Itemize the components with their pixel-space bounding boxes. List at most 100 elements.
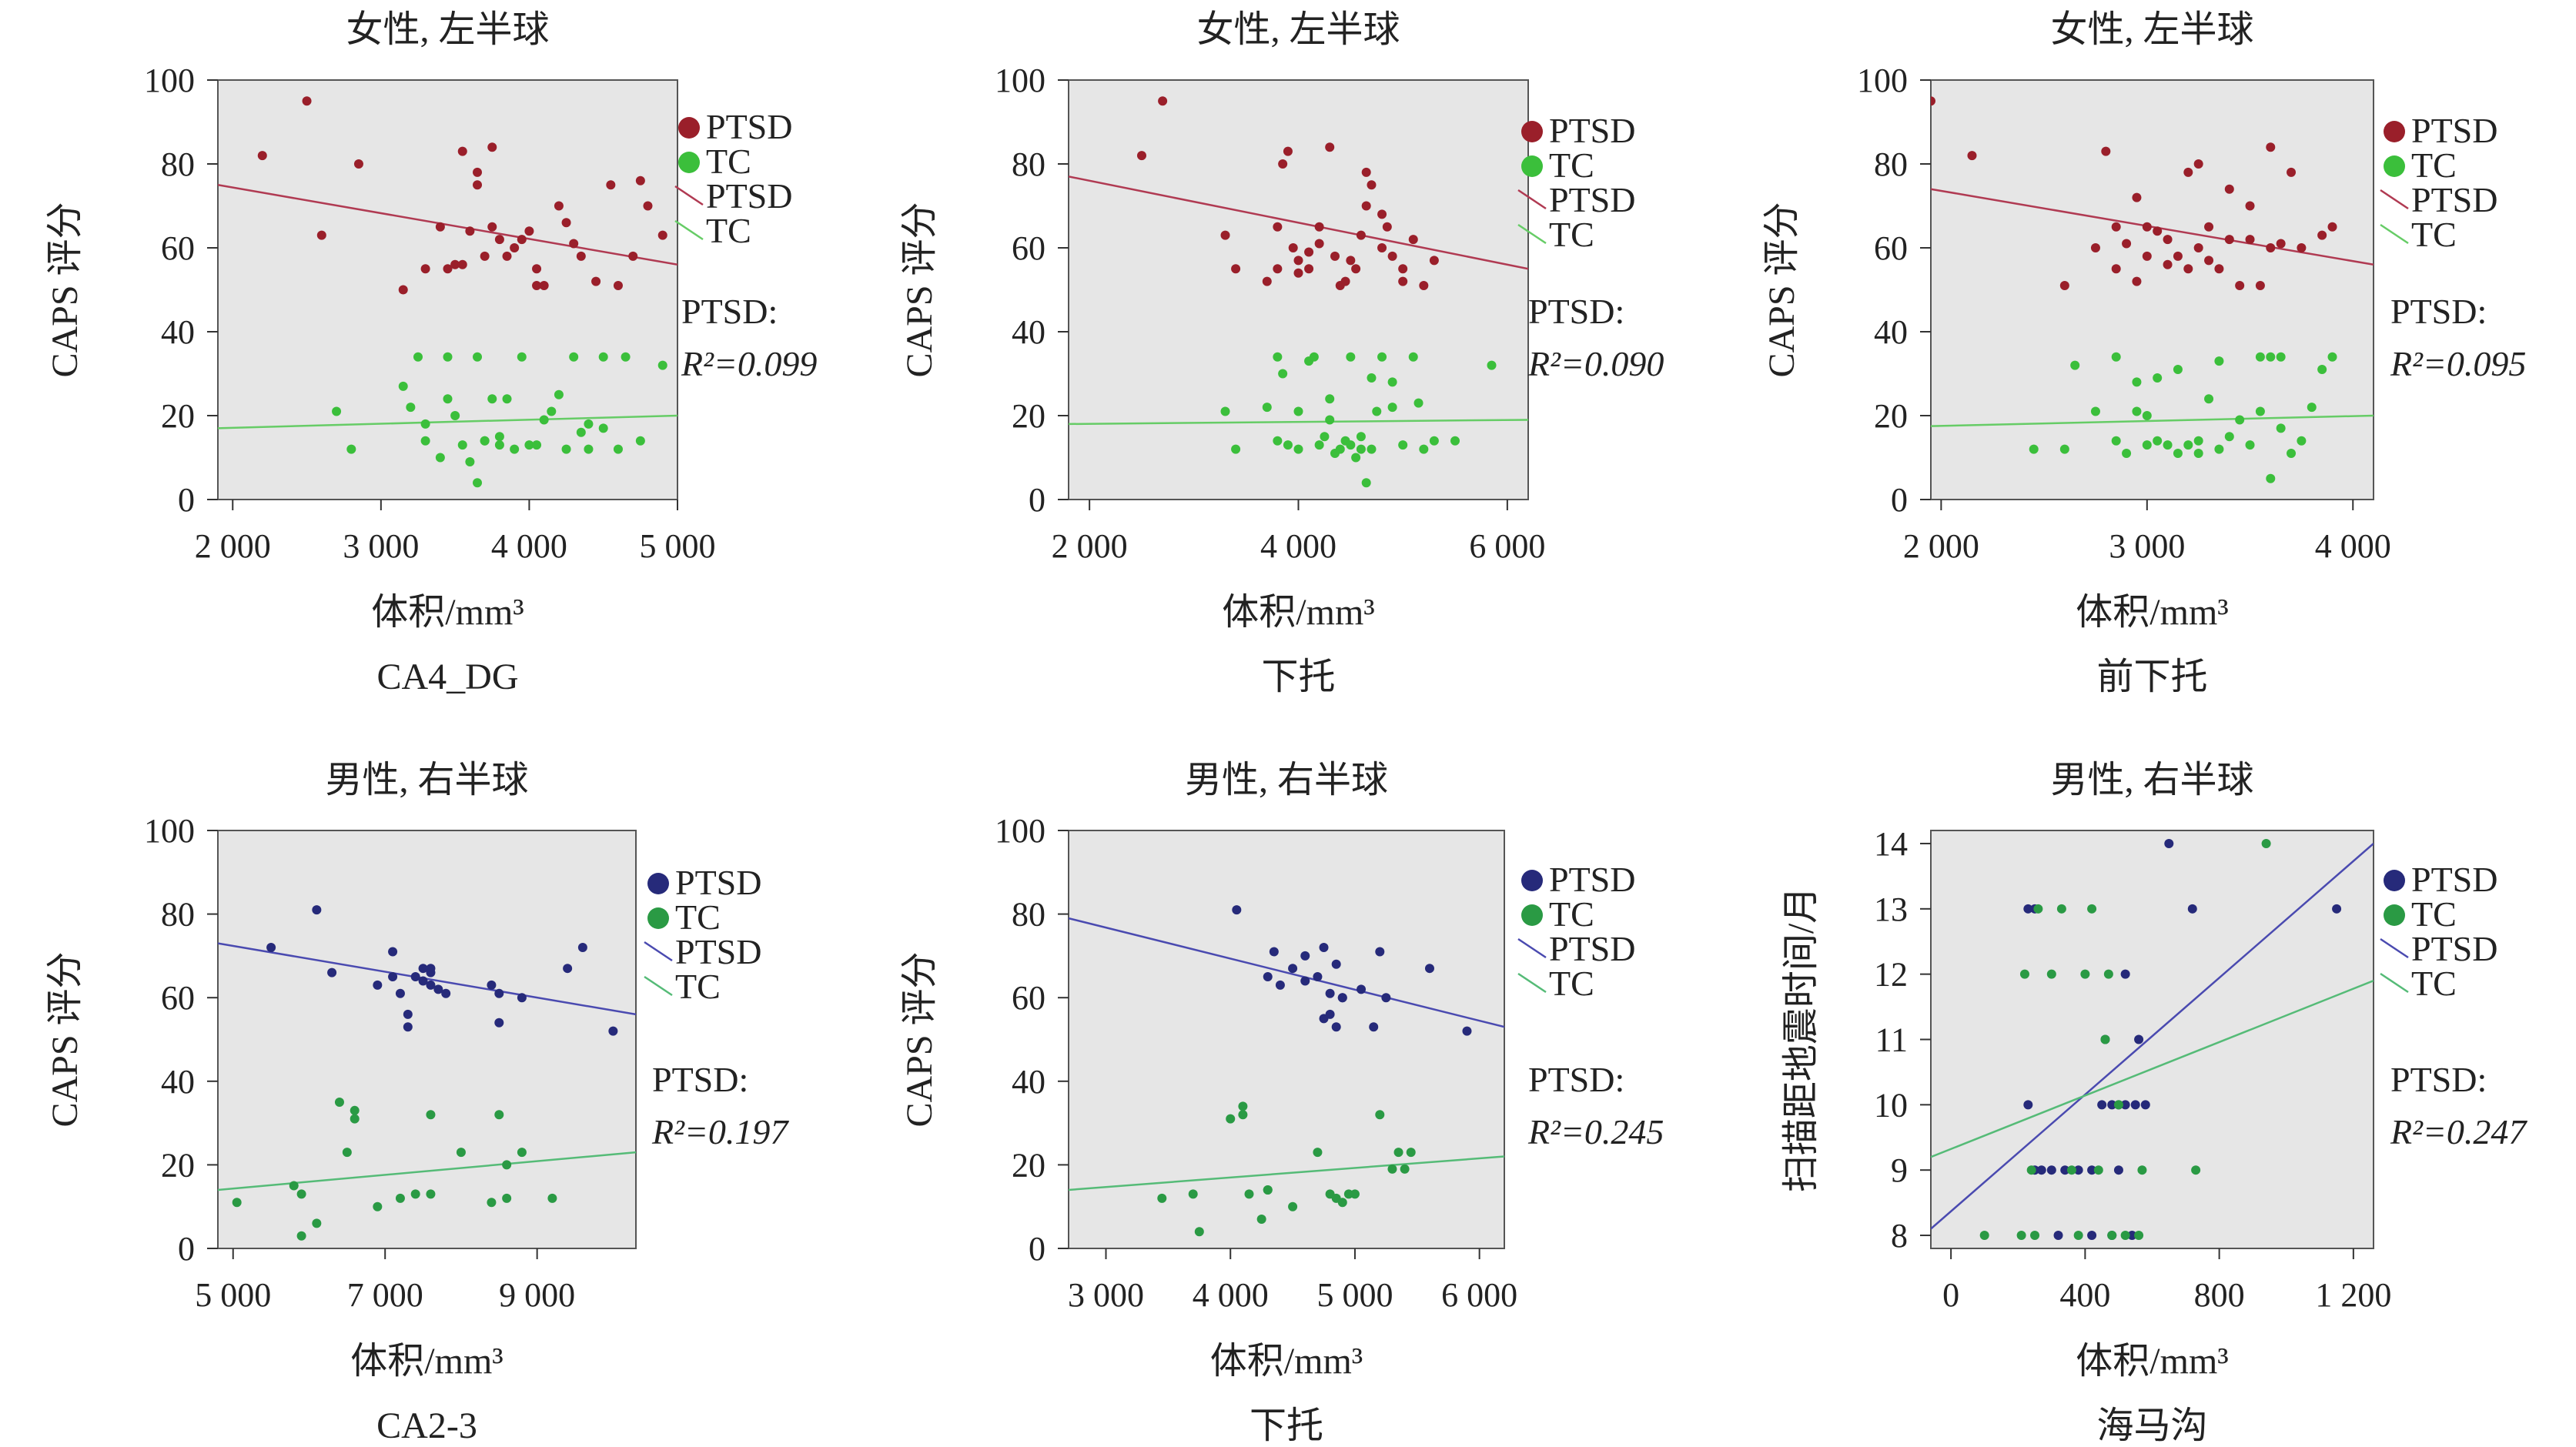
data-point-tc: [494, 440, 504, 450]
y-tick-label: 60: [161, 229, 195, 267]
legend-label: TC: [1549, 145, 1594, 185]
data-point-tc: [1273, 436, 1283, 446]
data-point-ptsd: [2204, 222, 2214, 232]
data-point-ptsd: [2132, 192, 2142, 202]
data-point-tc: [2266, 352, 2276, 362]
data-point-tc: [420, 436, 430, 446]
legend-label: PTSD: [1549, 111, 1635, 150]
data-point-ptsd: [2134, 1034, 2144, 1044]
data-point-tc: [457, 440, 467, 450]
data-point-tc: [435, 453, 445, 463]
data-point-ptsd: [1304, 247, 1314, 257]
data-point-ptsd: [2113, 1165, 2123, 1175]
data-point-ptsd: [2183, 167, 2193, 177]
chart-caption: 海马沟: [2096, 1405, 2207, 1446]
data-point-ptsd: [1325, 142, 1335, 152]
x-tick-label: 400: [2059, 1276, 2110, 1314]
data-point-tc: [2134, 1231, 2144, 1241]
data-point-ptsd: [1367, 180, 1377, 190]
y-tick-label: 14: [1874, 825, 1908, 863]
y-tick-label: 10: [1874, 1086, 1908, 1124]
stat-r2: R²=0.099: [681, 344, 817, 383]
x-axis-label: 体积/mm³: [2076, 1341, 2228, 1382]
data-point-ptsd: [1273, 222, 1283, 232]
legend-label: PTSD: [675, 863, 761, 902]
data-point-tc: [502, 1160, 512, 1170]
y-tick-label: 12: [1874, 956, 1908, 994]
x-tick-label: 5 000: [1316, 1276, 1393, 1314]
x-tick-label: 5 000: [640, 527, 716, 565]
data-point-ptsd: [316, 230, 326, 240]
y-tick-label: 20: [1012, 397, 1045, 435]
data-point-ptsd: [2204, 256, 2214, 266]
data-point-tc: [1188, 1189, 1198, 1199]
data-point-ptsd: [1304, 264, 1314, 274]
data-point-ptsd: [2060, 1165, 2070, 1175]
data-point-tc: [1337, 1198, 1347, 1208]
data-point-ptsd: [388, 972, 398, 982]
data-point-tc: [1979, 1231, 1989, 1241]
data-point-ptsd: [2127, 1231, 2137, 1241]
data-point-ptsd: [2193, 159, 2203, 169]
data-point-tc: [2107, 1231, 2117, 1241]
legend-marker-tc: [647, 907, 669, 929]
stat-label: PTSD:: [2390, 1060, 2487, 1099]
data-point-ptsd: [1377, 243, 1387, 252]
legend-marker-ptsd: [2384, 121, 2405, 142]
legend-label: TC: [2411, 964, 2457, 1003]
chart-title: 女性, 左半球: [346, 9, 549, 50]
data-point-ptsd: [480, 251, 490, 261]
data-point-tc: [2090, 406, 2100, 416]
x-tick-label: 2 000: [195, 527, 271, 565]
data-point-tc: [1356, 432, 1366, 442]
stat-label: PTSD:: [1528, 1060, 1624, 1099]
x-tick-label: 0: [1942, 1276, 1959, 1314]
data-point-tc: [539, 415, 549, 425]
data-point-ptsd: [2183, 264, 2193, 274]
data-point-ptsd: [2266, 243, 2276, 252]
data-point-ptsd: [1375, 947, 1385, 957]
data-point-ptsd: [510, 243, 520, 252]
data-point-ptsd: [1331, 1022, 1341, 1032]
stat-r2: R²=0.197: [651, 1112, 789, 1151]
data-point-tc: [2046, 969, 2056, 979]
y-tick-label: 100: [1857, 62, 1908, 99]
data-point-tc: [2137, 1165, 2147, 1175]
data-point-tc: [2066, 1165, 2076, 1175]
data-point-ptsd: [2132, 276, 2142, 286]
y-tick-label: 60: [1012, 229, 1045, 267]
plot-area: [1068, 830, 1505, 1249]
data-point-ptsd: [1314, 239, 1324, 249]
data-point-ptsd: [1462, 1026, 1472, 1036]
chart-caption: CA2-3: [376, 1405, 477, 1446]
data-point-tc: [2093, 1165, 2103, 1175]
data-point-ptsd: [1293, 256, 1303, 266]
data-point-ptsd: [2276, 239, 2286, 249]
y-axis-label: CAPS 评分: [45, 951, 85, 1127]
legend-label: PTSD: [2411, 860, 2497, 899]
data-point-tc: [2103, 969, 2113, 979]
data-point-tc: [2033, 904, 2043, 914]
data-point-tc: [1157, 1193, 1167, 1203]
data-point-tc: [1226, 1114, 1236, 1124]
data-point-ptsd: [2193, 243, 2203, 252]
data-point-tc: [2030, 1231, 2040, 1241]
data-point-tc: [598, 352, 608, 362]
data-point-tc: [613, 444, 623, 454]
legend-label: PTSD: [675, 932, 761, 971]
fit-line-ptsd: [218, 184, 677, 266]
data-point-ptsd: [487, 980, 497, 990]
data-point-ptsd: [569, 239, 579, 249]
data-point-tc: [420, 419, 430, 429]
data-point-ptsd: [1136, 151, 1146, 161]
fit-line-ptsd: [1069, 917, 1504, 1028]
data-point-ptsd: [1283, 146, 1293, 156]
legend-marker-tc: [1521, 904, 1543, 926]
data-point-tc: [1238, 1101, 1248, 1111]
data-point-ptsd: [487, 142, 497, 152]
y-tick-label: 40: [161, 1063, 195, 1101]
data-point-ptsd: [1419, 281, 1429, 291]
data-point-ptsd: [532, 264, 542, 274]
